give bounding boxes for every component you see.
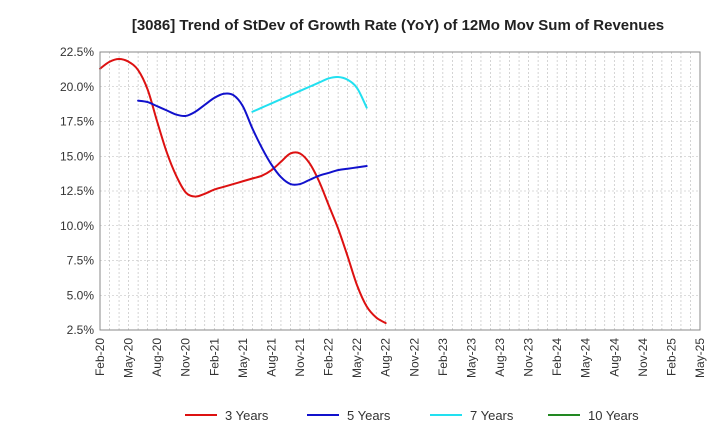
x-tick-label: Feb-24 (550, 338, 564, 376)
x-tick-label: Nov-24 (636, 338, 650, 377)
x-tick-label: Nov-21 (293, 338, 307, 377)
legend-label: 5 Years (347, 408, 391, 423)
x-tick-label: Feb-23 (436, 338, 450, 376)
x-axis-ticks: Feb-20 May-20 Aug-20 Nov-20 Feb-21 May-21 Aug-… (93, 338, 707, 378)
x-tick-label: Aug-20 (150, 338, 164, 377)
y-tick-label: 15.0% (60, 149, 94, 163)
y-tick-label: 10.0% (60, 219, 94, 233)
y-tick-label: 5.0% (67, 288, 95, 302)
y-tick-label: 22.5% (60, 45, 94, 59)
x-tick-label: Aug-24 (607, 338, 621, 377)
y-tick-label: 7.5% (67, 254, 95, 268)
series-line-3-years (99, 57, 387, 325)
x-tick-label: Nov-20 (179, 338, 193, 377)
chart-title: [3086] Trend of StDev of Growth Rate (Yo… (132, 17, 664, 34)
x-tick-label: Feb-22 (322, 338, 336, 376)
x-tick-label: May-22 (350, 338, 364, 378)
series-lines (99, 57, 387, 325)
y-axis-ticks: 22.5% 20.0% 17.5% 15.0% 12.5% 10.0% 7.5% 5.0% 2.… (60, 45, 94, 337)
series-line-7-years (251, 75, 368, 113)
x-tick-label: May-25 (693, 338, 707, 378)
legend-label: 3 Years (225, 408, 269, 423)
x-tick-label: May-23 (464, 338, 478, 378)
x-tick-label: May-24 (579, 338, 593, 378)
x-tick-label: Aug-22 (379, 338, 393, 377)
x-tick-label: Aug-21 (264, 338, 278, 377)
grid-lines (99, 51, 701, 331)
x-tick-label: Feb-20 (93, 338, 107, 376)
plot-area-frame (99, 51, 701, 331)
y-tick-label: 2.5% (67, 323, 95, 337)
x-tick-label: May-21 (236, 338, 250, 378)
x-tick-label: Nov-22 (407, 338, 421, 377)
legend-label: 7 Years (470, 408, 514, 423)
series-line-5-years (137, 92, 368, 186)
y-tick-label: 17.5% (60, 115, 94, 129)
x-tick-label: Feb-25 (664, 338, 678, 376)
y-tick-label: 20.0% (60, 80, 94, 94)
x-tick-label: May-20 (122, 338, 136, 378)
y-tick-label: 12.5% (60, 184, 94, 198)
x-tick-label: Aug-23 (493, 338, 507, 377)
legend: 3 Years 5 Years 7 Years 10 Years (185, 408, 639, 423)
legend-label: 10 Years (588, 408, 639, 423)
x-tick-label: Feb-21 (207, 338, 221, 376)
x-tick-label: Nov-23 (522, 338, 536, 377)
